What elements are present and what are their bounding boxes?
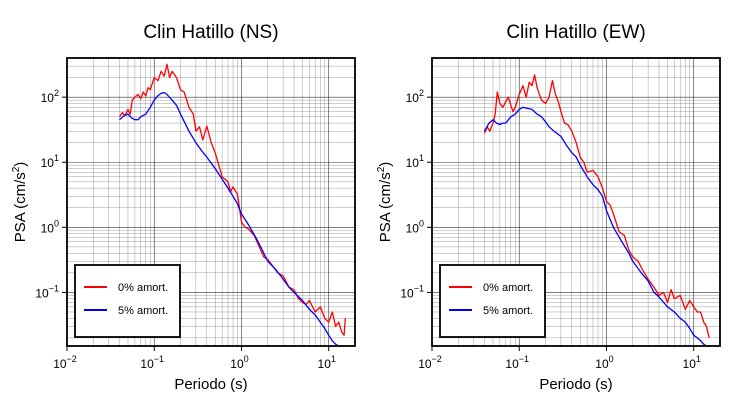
y-tick-label: 10−1: [35, 283, 59, 300]
y-axis-label: PSA (cm/s2): [11, 162, 29, 243]
legend: 0% amort. 5% amort.: [439, 264, 546, 338]
series-line-undamped: [483, 74, 710, 339]
y-tick-label: 100: [41, 218, 59, 235]
x-tick-label: 100: [230, 354, 248, 371]
chart-title: Clin Hatillo (EW): [506, 22, 645, 43]
y-tick-label: 102: [406, 88, 424, 105]
series-line-damped: [119, 91, 345, 346]
chart-panel-ns: Clin Hatillo (NS) 10−2 10−1 100 101 10−1 100 10…: [11, 22, 356, 393]
plot-frame: [66, 57, 356, 347]
y-axis-label: PSA (cm/s2): [376, 162, 394, 243]
x-tick-label: 10−1: [505, 354, 529, 371]
y-tick-label: 101: [41, 153, 59, 170]
plot-frame: [431, 57, 721, 347]
y-tick-label: 100: [406, 218, 424, 235]
grid-lines: [432, 58, 720, 346]
chart-title: Clin Hatillo (NS): [143, 22, 278, 43]
legend-label: 0% amort.: [118, 282, 168, 294]
x-tick-label: 100: [595, 354, 613, 371]
x-axis-label: Periodo (s): [174, 376, 247, 393]
y-tick-label: 10−1: [400, 283, 424, 300]
x-tick-label: 101: [683, 354, 701, 371]
x-tick-label: 10−1: [140, 354, 164, 371]
chart-panel-ew: Clin Hatillo (EW) 10−2 10−1 100 101 10−1 100 10…: [376, 22, 721, 393]
grid-lines: [67, 58, 355, 346]
x-tick-label: 10−2: [418, 354, 442, 371]
series-line-damped: [483, 106, 710, 346]
series-line-undamped: [118, 63, 346, 336]
x-tick-label: 10−2: [53, 354, 77, 371]
legend: 0% amort. 5% amort.: [74, 264, 181, 338]
legend-box: [74, 264, 181, 338]
x-tick-label: 101: [318, 354, 336, 371]
legend-box: [439, 264, 546, 338]
legend-label: 5% amort.: [483, 305, 533, 317]
x-axis-label: Periodo (s): [539, 376, 612, 393]
legend-label: 5% amort.: [118, 305, 168, 317]
legend-label: 0% amort.: [483, 282, 533, 294]
y-tick-label: 102: [41, 88, 59, 105]
y-tick-label: 101: [406, 153, 424, 170]
